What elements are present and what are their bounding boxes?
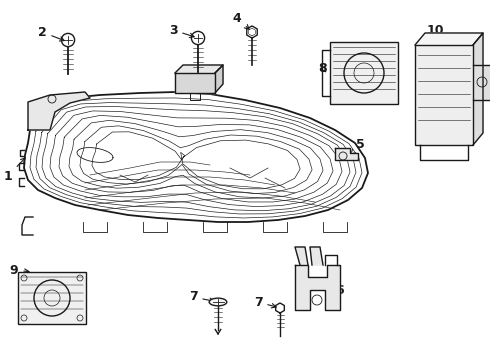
Polygon shape xyxy=(415,33,483,45)
Polygon shape xyxy=(28,92,90,130)
Polygon shape xyxy=(310,247,323,265)
Bar xyxy=(18,272,86,324)
Text: 10: 10 xyxy=(426,23,444,42)
Polygon shape xyxy=(295,247,308,265)
Polygon shape xyxy=(473,33,483,145)
Text: 1: 1 xyxy=(3,158,25,183)
Text: 3: 3 xyxy=(169,23,194,37)
Text: 8: 8 xyxy=(318,62,327,75)
Polygon shape xyxy=(175,73,215,93)
Text: 7: 7 xyxy=(254,296,276,309)
Polygon shape xyxy=(175,65,223,73)
Bar xyxy=(330,42,398,104)
Polygon shape xyxy=(295,265,340,310)
Text: 9: 9 xyxy=(10,264,29,276)
Ellipse shape xyxy=(209,298,227,306)
Text: 7: 7 xyxy=(189,291,214,303)
Text: 2: 2 xyxy=(38,26,64,41)
Polygon shape xyxy=(473,65,490,100)
Text: 4: 4 xyxy=(233,12,249,29)
Text: 6: 6 xyxy=(319,284,344,297)
Text: 5: 5 xyxy=(351,139,365,154)
Polygon shape xyxy=(215,65,223,93)
Bar xyxy=(415,45,473,145)
Polygon shape xyxy=(335,148,358,160)
